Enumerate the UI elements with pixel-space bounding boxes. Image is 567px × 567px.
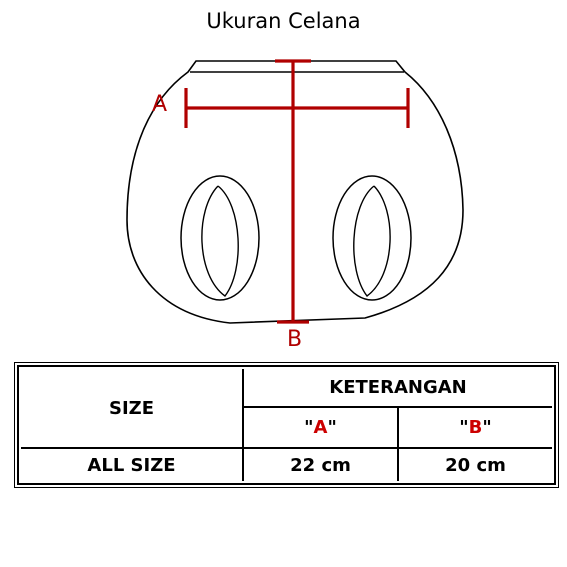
col-a-letter: A	[313, 417, 328, 438]
row-size: ALL SIZE	[87, 454, 176, 476]
label-b: B	[287, 327, 302, 352]
left-leg-opening-inner	[201, 185, 239, 297]
header-col-b: " B "	[399, 408, 552, 447]
measure-line-a	[184, 88, 410, 128]
col-a-quote-close: "	[327, 417, 337, 438]
col-a-quote-open: "	[304, 417, 314, 438]
pants-outline	[126, 60, 464, 324]
pants-diagram: A B	[126, 59, 464, 352]
right-leg-opening-outer	[332, 175, 412, 301]
col-b-letter: B	[468, 417, 483, 438]
row-value-a: 22 cm	[290, 454, 351, 476]
table-frame	[14, 362, 559, 488]
diagram-title: Ukuran Celana	[206, 9, 361, 33]
col-divider-1	[242, 369, 244, 481]
right-leg-opening-inner	[353, 185, 391, 297]
col-b-quote-open: "	[459, 417, 469, 438]
size-table: SIZE KETERANGAN " A " " B " ALL SIZE 22 cm 2…	[14, 362, 559, 488]
header-keterangan: KETERANGAN	[329, 377, 467, 398]
row-divider-body	[21, 447, 552, 449]
header-size: SIZE	[108, 397, 154, 419]
label-a: A	[152, 92, 167, 117]
measure-line-b	[275, 59, 311, 324]
col-b-quote-close: "	[482, 417, 492, 438]
header-col-a: " A "	[244, 408, 397, 447]
left-leg-opening-outer	[180, 175, 260, 301]
col-divider-2	[397, 406, 399, 481]
row-value-b: 20 cm	[445, 454, 506, 476]
